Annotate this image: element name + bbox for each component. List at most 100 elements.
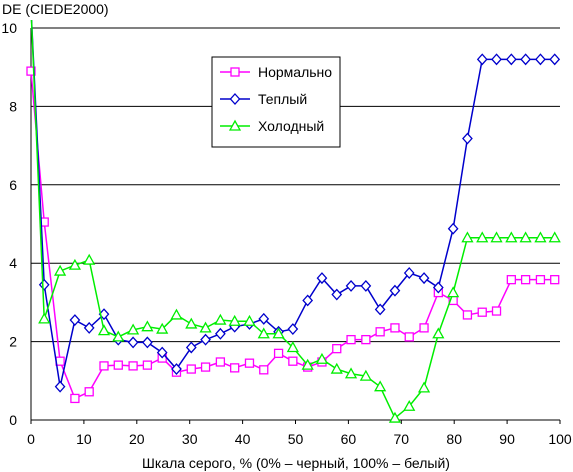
data-point-1 xyxy=(83,321,95,334)
data-point-1 xyxy=(287,323,299,336)
x-axis-label: Шкала серого, % (0% – черный, 100% – бел… xyxy=(142,455,450,471)
data-point-2 xyxy=(214,313,227,325)
x-tick-label: 90 xyxy=(499,431,515,447)
data-point-1 xyxy=(345,279,357,292)
data-point-1 xyxy=(69,314,81,327)
y-tick-label: 2 xyxy=(9,334,17,350)
data-point-1 xyxy=(535,53,546,66)
data-point-1 xyxy=(418,272,430,285)
data-point-0 xyxy=(550,275,560,285)
data-point-1 xyxy=(156,346,168,359)
data-point-0 xyxy=(186,364,196,374)
data-point-2 xyxy=(257,327,270,339)
data-point-2 xyxy=(53,264,67,276)
data-point-0 xyxy=(462,310,473,320)
data-point-0 xyxy=(419,323,429,333)
data-point-2 xyxy=(359,369,372,381)
data-point-2 xyxy=(403,399,416,411)
data-point-1 xyxy=(142,336,153,349)
y-tick-label: 8 xyxy=(9,98,17,114)
legend-entry-1: Теплый xyxy=(220,91,307,107)
data-point-1 xyxy=(505,53,517,66)
data-point-2 xyxy=(330,362,343,374)
data-point-1 xyxy=(374,303,386,316)
x-tick-label: 70 xyxy=(394,431,410,447)
data-point-2 xyxy=(170,308,183,320)
data-point-1 xyxy=(520,53,531,66)
data-point-2 xyxy=(344,367,358,379)
data-point-2 xyxy=(97,324,111,336)
series-1 xyxy=(30,20,561,393)
grid-layer xyxy=(30,27,560,421)
data-point-2 xyxy=(228,314,241,326)
data-point-0 xyxy=(70,393,80,404)
data-point-1 xyxy=(462,132,473,145)
y-tick-label: 10 xyxy=(1,20,17,36)
data-point-0 xyxy=(128,361,138,371)
legend-marker-0 xyxy=(230,67,240,77)
y-tick-label: 0 xyxy=(9,412,17,428)
data-point-2 xyxy=(185,317,198,329)
legend-label-2: Холодный xyxy=(258,118,324,134)
x-tick-label: 20 xyxy=(129,431,145,447)
data-point-0 xyxy=(477,307,487,317)
data-point-0 xyxy=(288,356,298,366)
series-layer xyxy=(26,20,561,423)
data-point-2 xyxy=(388,411,402,423)
legend-label-1: Теплый xyxy=(258,91,307,107)
data-point-1 xyxy=(549,53,561,66)
x-tick-label: 0 xyxy=(27,431,35,447)
data-point-1 xyxy=(476,53,488,66)
data-point-2 xyxy=(315,352,329,364)
data-point-1 xyxy=(171,363,182,376)
y-axis-label: DE (CIEDE2000) xyxy=(2,1,109,17)
data-point-1 xyxy=(258,312,270,325)
data-point-2 xyxy=(156,322,169,334)
data-point-2 xyxy=(141,320,154,332)
x-tick-label: 40 xyxy=(235,431,251,447)
data-point-0 xyxy=(99,361,109,371)
data-point-0 xyxy=(26,66,36,76)
data-point-0 xyxy=(230,363,240,373)
data-point-0 xyxy=(535,275,546,285)
y-tick-label: 6 xyxy=(9,177,17,193)
data-point-1 xyxy=(403,267,415,279)
data-point-2 xyxy=(286,341,299,353)
series-2 xyxy=(30,20,561,423)
data-point-0 xyxy=(259,365,269,375)
data-point-1 xyxy=(360,279,372,292)
data-point-0 xyxy=(346,334,356,345)
data-point-2 xyxy=(126,323,140,335)
data-point-1 xyxy=(432,281,444,294)
data-point-1 xyxy=(185,341,197,354)
data-point-0 xyxy=(404,332,414,342)
x-tick-label: 60 xyxy=(341,431,357,447)
data-point-1 xyxy=(54,380,66,393)
legend-entry-0: Нормально xyxy=(220,64,332,80)
data-point-2 xyxy=(199,321,212,333)
data-point-0 xyxy=(520,275,531,285)
data-point-2 xyxy=(417,381,431,393)
data-point-2 xyxy=(519,231,532,243)
legend-label-0: Нормально xyxy=(258,64,332,80)
data-point-2 xyxy=(461,231,474,243)
data-point-0 xyxy=(332,344,342,354)
data-point-1 xyxy=(447,222,459,235)
x-tick-label: 80 xyxy=(446,431,462,447)
data-point-2 xyxy=(447,286,460,298)
data-point-0 xyxy=(506,275,516,285)
data-point-0 xyxy=(491,306,502,316)
data-point-2 xyxy=(374,380,387,392)
x-tick-label: 100 xyxy=(548,431,572,447)
y-tick-label: 4 xyxy=(9,255,17,271)
data-point-1 xyxy=(389,284,401,297)
data-point-0 xyxy=(84,387,94,397)
data-point-0 xyxy=(215,357,226,367)
data-point-1 xyxy=(331,288,343,301)
data-point-2 xyxy=(490,231,503,243)
legend-marker-1 xyxy=(229,93,241,105)
x-tick-label: 30 xyxy=(182,431,198,447)
data-point-2 xyxy=(476,231,489,243)
